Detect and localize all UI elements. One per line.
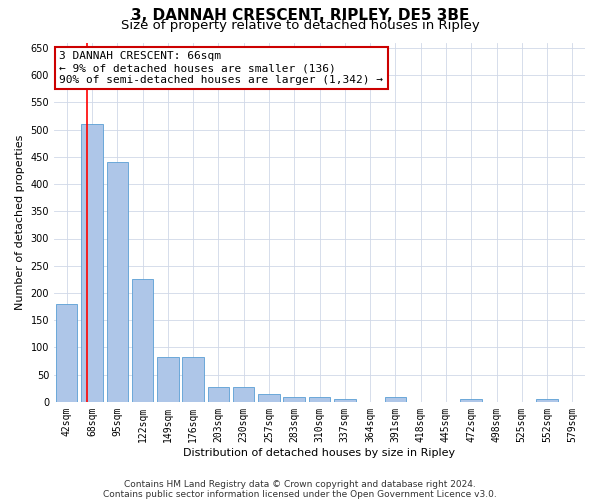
Y-axis label: Number of detached properties: Number of detached properties [15,134,25,310]
Bar [258,394,280,402]
Bar [309,398,330,402]
Text: 3, DANNAH CRESCENT, RIPLEY, DE5 3BE: 3, DANNAH CRESCENT, RIPLEY, DE5 3BE [131,8,469,22]
Bar [208,387,229,402]
Bar [56,304,77,402]
Bar [385,398,406,402]
X-axis label: Distribution of detached houses by size in Ripley: Distribution of detached houses by size … [184,448,455,458]
Bar [182,356,204,402]
Bar [157,356,179,402]
Text: Contains HM Land Registry data © Crown copyright and database right 2024.
Contai: Contains HM Land Registry data © Crown c… [103,480,497,499]
Bar [283,398,305,402]
Bar [536,399,558,402]
Bar [233,387,254,402]
Bar [334,399,356,402]
Bar [81,124,103,402]
Text: 3 DANNAH CRESCENT: 66sqm
← 9% of detached houses are smaller (136)
90% of semi-d: 3 DANNAH CRESCENT: 66sqm ← 9% of detache… [59,52,383,84]
Bar [132,280,153,402]
Bar [107,162,128,402]
Text: Size of property relative to detached houses in Ripley: Size of property relative to detached ho… [121,19,479,32]
Bar [460,399,482,402]
